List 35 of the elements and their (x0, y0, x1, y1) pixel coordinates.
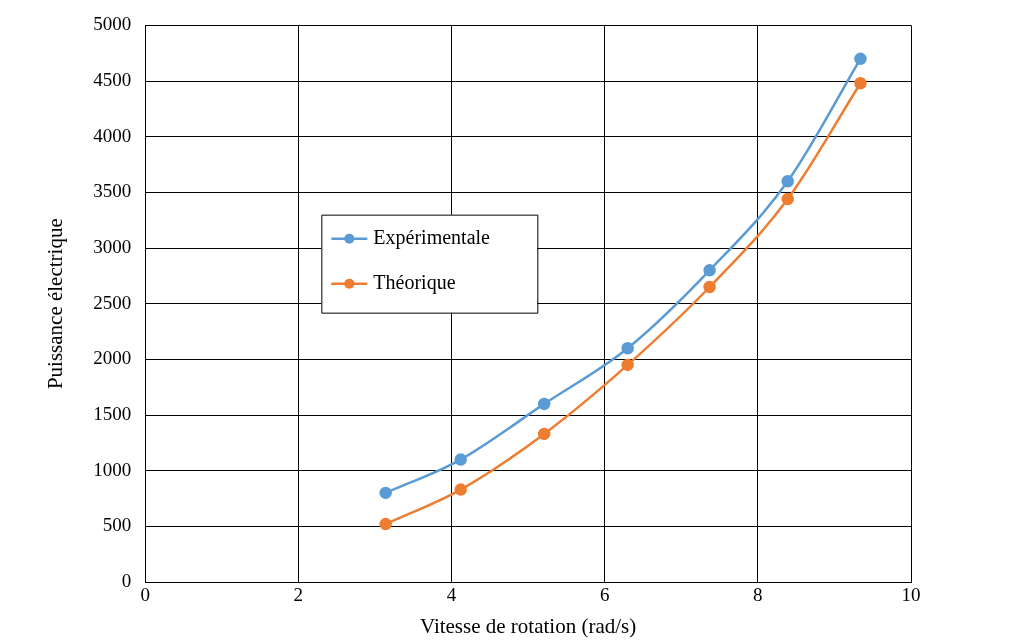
point (854, 52, 867, 66)
x-tick-label: 4 (446, 584, 457, 606)
point (781, 192, 794, 206)
y-tick-label: 4000 (93, 124, 132, 146)
legend-label: Expérimentale (373, 225, 491, 249)
point (537, 427, 551, 441)
point (781, 175, 794, 188)
point (621, 358, 634, 372)
x-axis-title: Vitesse de rotation (rad/s) (419, 613, 637, 638)
y-tick-label: 3000 (93, 236, 132, 258)
point (537, 397, 551, 411)
y-tick-label: 500 (102, 514, 132, 536)
point (621, 341, 634, 355)
x-tick-label: 8 (753, 584, 763, 606)
legend-label: Théorique (373, 270, 456, 294)
y-tick-label: 1500 (93, 403, 132, 424)
y-tick-label: 2500 (93, 291, 132, 313)
point (454, 483, 467, 496)
y-tick-label: 2000 (93, 347, 132, 369)
y-tick-label: 1000 (93, 458, 132, 480)
point (854, 77, 867, 90)
y-tick-label: 4500 (93, 69, 132, 91)
y-tick-label: 5000 (93, 13, 132, 35)
y-axis-title: Puissance électrique (43, 218, 68, 390)
x-tick-label: 6 (599, 584, 610, 606)
x-tick-label: 10 (901, 584, 921, 606)
x-tick-label: 0 (140, 584, 150, 606)
point (454, 453, 467, 466)
point (379, 486, 392, 500)
point (703, 280, 716, 294)
y-tick-label: 0 (121, 569, 132, 591)
point (703, 264, 716, 277)
y-tick-label: 3500 (93, 180, 132, 202)
point (379, 517, 392, 531)
x-tick-label: 2 (293, 584, 304, 606)
